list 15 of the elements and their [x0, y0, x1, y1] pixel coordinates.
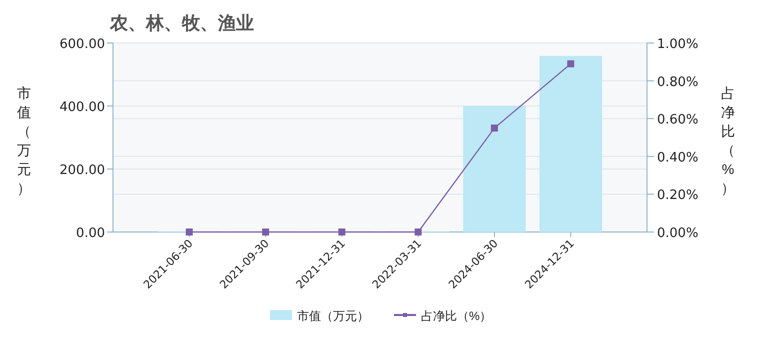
y-tick-label: 200.00 [60, 163, 105, 178]
y2-tick-label: 0.40% [657, 150, 698, 166]
chart-title: 农、林、牧、渔业 [109, 13, 254, 33]
y-axis-title: 市值（万元） [17, 85, 31, 196]
y2-tick-label: 0.80% [657, 74, 698, 90]
y2-tick-label: 1.00% [657, 37, 698, 52]
y-tick-label: 600.00 [60, 37, 105, 52]
legend-label: 市值（万元） [297, 309, 369, 323]
y-tick-label: 0.00 [76, 226, 105, 241]
y2-axis-title: 占净比（%） [721, 85, 735, 196]
y2-tick-label: 0.20% [657, 188, 698, 204]
y-tick-label: 400.00 [60, 100, 105, 115]
legend-label: 占净比（%） [421, 309, 492, 323]
y2-tick-label: 0.60% [657, 112, 698, 128]
y2-tick-label: 0.00% [657, 226, 698, 241]
